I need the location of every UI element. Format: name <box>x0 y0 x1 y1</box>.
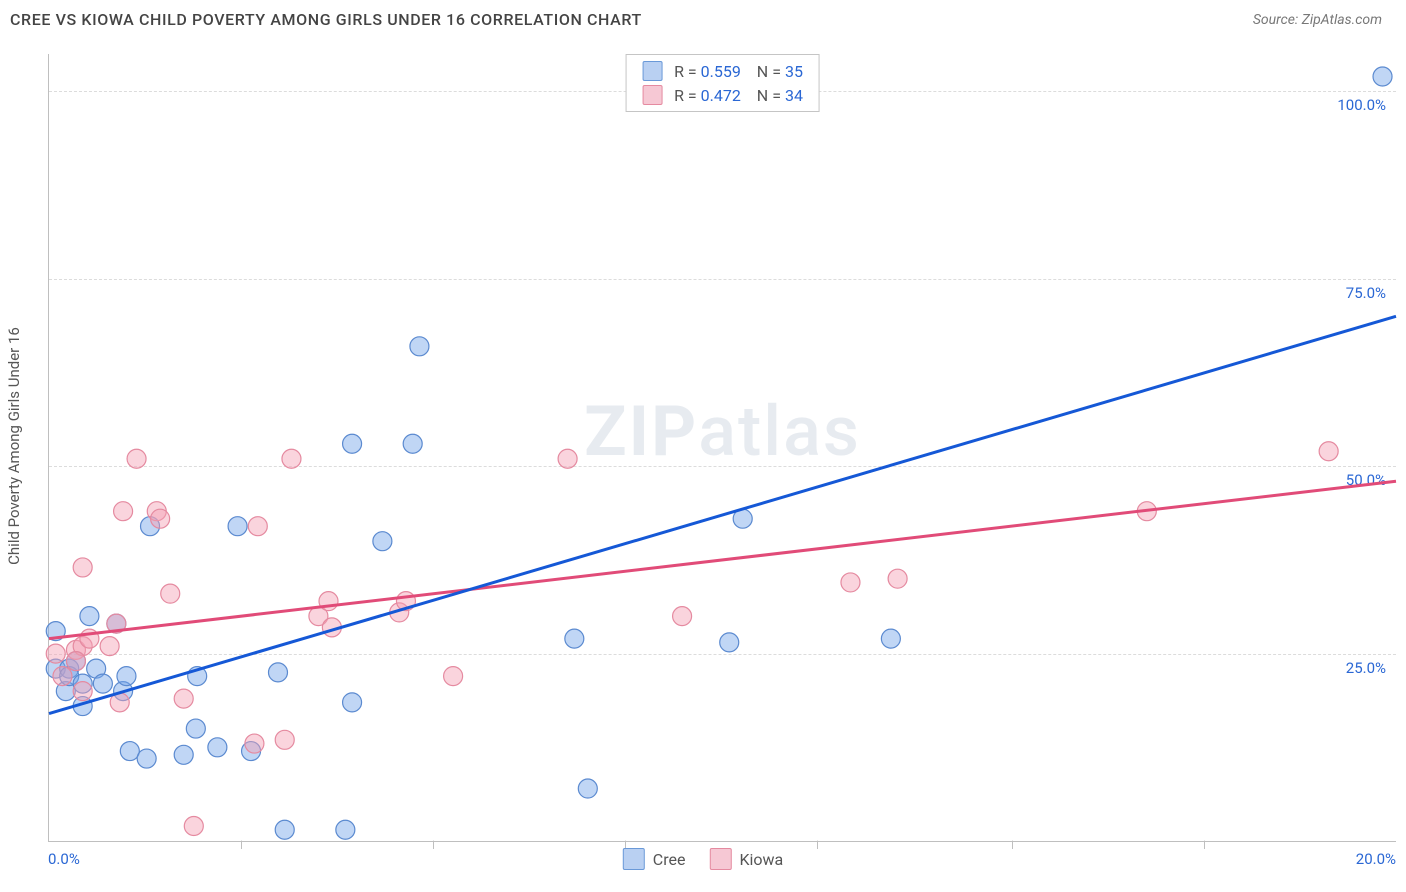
chart-source: Source: ZipAtlas.com <box>1253 10 1382 28</box>
kiowa-point <box>151 509 170 528</box>
cree-point <box>93 674 112 693</box>
cree-point <box>565 629 584 648</box>
kiowa-point <box>127 449 146 468</box>
kiowa-point <box>888 569 907 588</box>
kiowa-point <box>73 558 92 577</box>
kiowa-point <box>282 449 301 468</box>
kiowa-point <box>46 644 65 663</box>
y-axis-label: Child Poverty Among Girls Under 16 <box>5 327 23 565</box>
cree-point <box>410 337 429 356</box>
cree-point <box>186 719 205 738</box>
kiowa-point <box>275 730 294 749</box>
kiowa-trendline <box>49 481 1396 638</box>
cree-point <box>137 749 156 768</box>
kiowa-point <box>73 682 92 701</box>
kiowa-point <box>184 817 203 836</box>
cree-point <box>120 742 139 761</box>
r-label: R = 0.472 <box>674 86 741 105</box>
kiowa-point <box>100 637 119 656</box>
cree-point <box>373 532 392 551</box>
kiowa-point <box>841 573 860 592</box>
kiowa-point <box>558 449 577 468</box>
cree-point <box>881 629 900 648</box>
kiowa-point <box>245 734 264 753</box>
x-axis-min: 0.0% <box>48 850 80 868</box>
cree-point <box>268 663 287 682</box>
cree-point <box>720 633 739 652</box>
legend-item-kiowa: Kiowa <box>709 848 783 870</box>
kiowa-point <box>114 502 133 521</box>
n-label: N = 34 <box>753 86 803 105</box>
cree-point <box>275 820 294 839</box>
correlation-row: R = 0.472 N = 34 <box>642 83 803 107</box>
cree-point <box>117 667 136 686</box>
kiowa-swatch-icon <box>642 85 662 105</box>
cree-swatch-icon <box>642 61 662 81</box>
cree-point <box>336 820 355 839</box>
correlation-row: R = 0.559 N = 35 <box>642 59 803 83</box>
scatter-plot <box>49 54 1396 841</box>
n-label: N = 35 <box>753 62 803 81</box>
cree-point <box>228 517 247 536</box>
r-label: R = 0.559 <box>674 62 741 81</box>
kiowa-point <box>66 652 85 671</box>
cree-point <box>80 607 99 626</box>
legend-label: Cree <box>653 850 686 869</box>
chart-header: CREE VS KIOWA CHILD POVERTY AMONG GIRLS … <box>0 0 1406 33</box>
kiowa-point <box>1319 442 1338 461</box>
correlation-legend: R = 0.559 N = 35R = 0.472 N = 34 <box>625 54 820 112</box>
legend-label: Kiowa <box>739 850 783 869</box>
cree-point <box>174 745 193 764</box>
kiowa-point <box>673 607 692 626</box>
cree-point <box>1373 67 1392 86</box>
cree-point <box>578 779 597 798</box>
x-axis-max: 20.0% <box>1356 850 1396 868</box>
cree-point <box>343 693 362 712</box>
legend-item-cree: Cree <box>623 848 686 870</box>
series-legend: Cree Kiowa <box>623 848 783 870</box>
kiowa-point <box>53 667 72 686</box>
cree-point <box>343 434 362 453</box>
kiowa-point <box>174 689 193 708</box>
cree-point <box>208 738 227 757</box>
kiowa-swatch-icon <box>709 848 731 870</box>
cree-trendline <box>49 316 1396 713</box>
plot-area: 25.0%50.0%75.0%100.0% ZIPatlas R = 0.559… <box>48 54 1396 842</box>
kiowa-point <box>161 584 180 603</box>
kiowa-point <box>248 517 267 536</box>
cree-swatch-icon <box>623 848 645 870</box>
cree-point <box>403 434 422 453</box>
chart-title: CREE VS KIOWA CHILD POVERTY AMONG GIRLS … <box>10 10 642 29</box>
kiowa-point <box>444 667 463 686</box>
